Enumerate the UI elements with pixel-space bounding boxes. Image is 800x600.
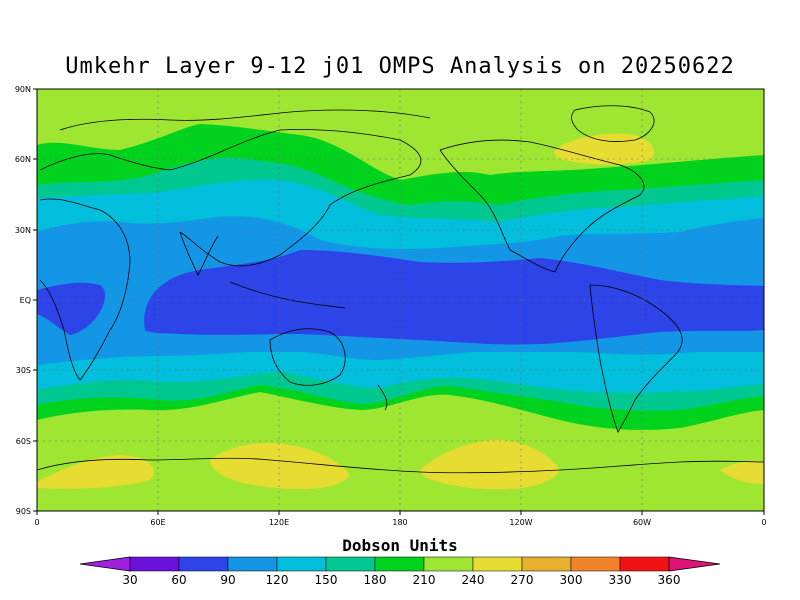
colorbar-seg-10 (570, 556, 621, 572)
coast-asia (169, 129, 422, 267)
coast-arctic (59, 109, 431, 131)
band-90-main (144, 250, 764, 345)
band-270-north (554, 133, 654, 165)
lon-label-60e: 60E (150, 518, 165, 527)
colorbar-seg-4 (276, 556, 327, 572)
colorbar-label-90: 90 (220, 573, 235, 587)
colorbar-title: Dobson Units (342, 536, 458, 555)
coast-south-america (589, 284, 683, 433)
colorbar-label-120: 120 (266, 573, 289, 587)
lat-label-30s: 30S (16, 366, 31, 375)
colorbar-label-240: 240 (462, 573, 485, 587)
band-120-south (37, 346, 764, 365)
lon-label-0-right: 0 (761, 518, 766, 527)
lon-label-120w: 120W (509, 518, 532, 527)
colorbar-label-150: 150 (315, 573, 338, 587)
lon-label-0-left: 0 (34, 518, 39, 527)
lon-label-120e: 120E (269, 518, 289, 527)
colorbar-label-30: 30 (122, 573, 137, 587)
tick-marks (33, 88, 765, 515)
colorbar-seg-8 (472, 556, 523, 572)
lat-label-60s: 60S (16, 437, 31, 446)
coast-australia (269, 328, 346, 386)
colorbar-seg-11 (619, 556, 670, 572)
band-90-equatorial (37, 282, 106, 335)
colorbar-seg-7 (423, 556, 474, 572)
map-title: Umkehr Layer 9-12 j01 OMPS Analysis on 2… (65, 54, 735, 79)
colorbar-seg-5 (325, 556, 376, 572)
coast-greenland (571, 105, 655, 142)
lat-label-30n: 30N (15, 226, 31, 235)
colorbar-label-270: 270 (511, 573, 534, 587)
colorbar: 30 60 90 120 150 180 210 240 270 300 330… (79, 556, 721, 587)
colorbar-seg-2 (178, 556, 229, 572)
band-270-south-3 (420, 440, 560, 490)
colorbar-seg-9 (521, 556, 572, 572)
contour-bands (37, 89, 764, 511)
coast-europe (39, 153, 171, 171)
lat-label-90s: 90S (16, 507, 31, 516)
coast-africa (39, 198, 131, 381)
colorbar-label-210: 210 (413, 573, 436, 587)
lat-label-90n: 90N (15, 85, 31, 94)
coastlines (37, 105, 764, 474)
band-150-south (37, 352, 764, 393)
colorbar-arrow-right (668, 556, 721, 572)
colorbar-seg-6 (374, 556, 425, 572)
band-270-south-1 (37, 455, 154, 489)
coast-nz (377, 384, 388, 411)
lon-label-180: 180 (392, 518, 407, 527)
colorbar-arrow-left (79, 556, 131, 572)
lat-label-eq: EQ (20, 296, 31, 305)
colorbar-label-60: 60 (171, 573, 186, 587)
coast-north-america (439, 139, 645, 273)
graticule (37, 89, 764, 511)
band-270-south-4 (720, 461, 764, 484)
coast-india (179, 231, 219, 276)
lon-label-60w: 60W (633, 518, 651, 527)
colorbar-label-360: 360 (658, 573, 681, 587)
colorbar-seg-3 (227, 556, 278, 572)
colorbar-label-180: 180 (364, 573, 387, 587)
colorbar-seg-1 (129, 556, 180, 572)
colorbar-label-330: 330 (609, 573, 632, 587)
coast-antarctica (37, 457, 764, 474)
lat-label-60n: 60N (15, 155, 31, 164)
band-270-south-2 (210, 443, 350, 490)
colorbar-label-300: 300 (560, 573, 583, 587)
